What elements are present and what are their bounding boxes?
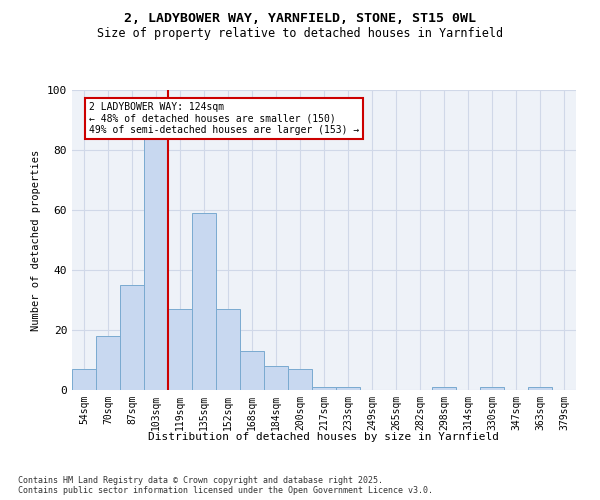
Bar	[288, 369, 312, 390]
Bar	[72, 369, 96, 390]
Text: 2, LADYBOWER WAY, YARNFIELD, STONE, ST15 0WL: 2, LADYBOWER WAY, YARNFIELD, STONE, ST15…	[124, 12, 476, 26]
Bar	[192, 213, 216, 390]
Bar	[96, 336, 120, 390]
Bar	[528, 387, 552, 390]
Bar	[216, 309, 240, 390]
Bar	[120, 285, 144, 390]
Bar	[432, 387, 456, 390]
Bar	[336, 387, 360, 390]
Bar	[240, 351, 264, 390]
Text: Size of property relative to detached houses in Yarnfield: Size of property relative to detached ho…	[97, 28, 503, 40]
Y-axis label: Number of detached properties: Number of detached properties	[31, 150, 41, 330]
Bar	[312, 387, 336, 390]
Text: Distribution of detached houses by size in Yarnfield: Distribution of detached houses by size …	[149, 432, 499, 442]
Bar	[144, 120, 168, 390]
Text: 2 LADYBOWER WAY: 124sqm
← 48% of detached houses are smaller (150)
49% of semi-d: 2 LADYBOWER WAY: 124sqm ← 48% of detache…	[89, 102, 359, 135]
Text: Contains HM Land Registry data © Crown copyright and database right 2025.
Contai: Contains HM Land Registry data © Crown c…	[18, 476, 433, 495]
Bar	[264, 366, 288, 390]
Bar	[168, 309, 192, 390]
Bar	[480, 387, 504, 390]
